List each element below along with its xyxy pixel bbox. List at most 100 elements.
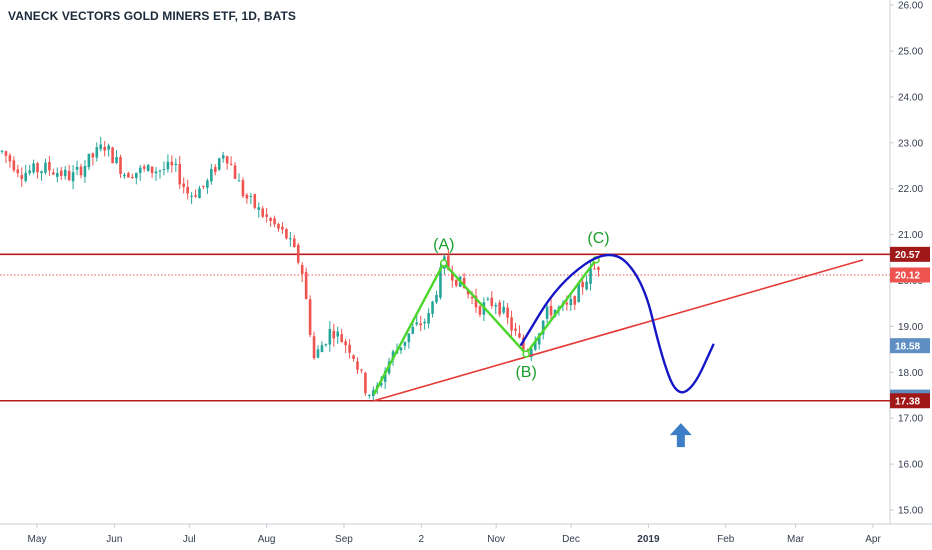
candle-down [170,161,174,166]
candle-up [28,170,31,174]
candle-down [103,147,106,151]
candle-up [316,349,320,358]
candle-down [277,223,280,229]
candle-up [217,158,221,170]
candle-down [478,306,482,315]
candle-down [312,336,316,359]
wave-pivot-marker [522,350,530,358]
candle-down [186,187,189,194]
abc-wave-line [372,259,597,395]
candle-up [95,147,99,158]
candle-down [506,307,509,318]
candle-up [379,382,383,386]
candle-down [182,183,185,188]
candle-up [56,173,59,177]
candle-down [12,160,16,171]
candle-down [296,244,300,263]
candle-down [514,328,517,331]
candle-down [48,162,51,171]
candle-down [451,271,454,281]
x-tick-label: 2 [419,534,425,545]
candle-up [533,342,537,350]
candle-up [435,294,438,303]
candle-down [4,151,8,156]
candle-up [383,371,387,382]
candle-down [285,228,288,239]
candle-up [162,169,166,171]
candle-up [577,283,580,303]
y-tick-label: 18.00 [898,368,923,379]
y-tick-label: 16.00 [898,460,923,471]
candle-down [466,289,470,295]
candle-up [289,238,292,240]
candle-down [518,333,521,338]
candle-up [423,321,426,324]
candle-up [198,188,201,199]
candle-up [40,171,43,174]
candle-up [146,164,150,172]
candle-down [20,175,24,179]
wave-label: (C) [587,230,609,247]
candle-down [490,297,494,306]
candle-down [304,272,308,300]
candle-down [593,268,596,270]
candle-down [419,323,422,326]
candle-down [454,279,458,286]
candle-down [498,302,501,315]
candle-down [462,277,466,288]
candle-down [344,341,347,346]
candle-up [537,333,541,345]
candle-up [87,153,91,168]
candle-down [269,218,272,221]
price-badge-label: 20.12 [895,271,920,282]
candle-down [474,295,478,308]
y-tick-label: 22.00 [898,184,923,195]
candle-up [368,394,371,396]
candle-up [135,172,138,179]
candle-down [573,296,577,305]
candle-up [589,268,592,284]
candle-up [411,326,415,334]
y-tick-label: 24.00 [898,92,923,103]
candle-up [336,331,340,337]
x-tick-label: Mar [787,534,805,545]
price-badge-label: 18.58 [895,341,920,352]
x-tick-label: May [28,534,47,545]
candle-up [541,320,545,335]
candle-down [36,163,39,173]
candle-down [293,238,296,247]
candle-down [178,164,182,185]
candle-down [549,305,553,316]
candle-down [245,194,249,199]
candle-up [190,195,193,197]
candle-up [221,155,225,159]
candle-up [115,157,118,164]
candle-up [320,345,324,353]
candle-up [486,298,490,300]
candle-up [328,328,332,345]
candle-down [261,208,264,217]
candle-up [107,145,110,150]
price-badge [890,246,930,262]
candle-up [99,144,103,150]
x-tick-label: Apr [865,534,881,545]
candle-up [431,301,434,314]
y-tick-label: 19.00 [898,322,923,333]
candle-down [233,165,237,179]
wave-label: (A) [433,236,454,253]
candle-up [407,333,411,343]
candle-down [364,372,367,394]
candle-up [415,322,419,325]
candle-down [59,170,63,176]
chart-title: VANECK VECTORS GOLD MINERS ETF, 1D, BATS [8,9,297,23]
candle-down [265,214,268,217]
candle-down [581,282,584,288]
candle-up [210,168,213,182]
candle-down [360,369,363,371]
candle-down [229,163,233,165]
candle-down [111,147,114,164]
candle-up [174,163,178,166]
candle-up [83,165,87,177]
candle-up [44,162,47,173]
